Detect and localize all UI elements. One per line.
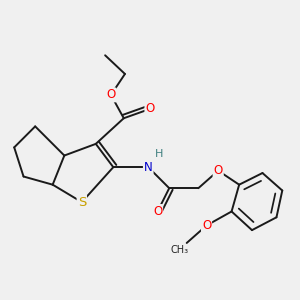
Text: O: O xyxy=(106,88,116,101)
Text: O: O xyxy=(214,164,223,177)
Text: CH₃: CH₃ xyxy=(171,245,189,255)
Text: S: S xyxy=(78,196,86,209)
Text: H: H xyxy=(154,149,163,159)
Text: O: O xyxy=(153,205,162,218)
Text: O: O xyxy=(202,219,211,232)
Text: O: O xyxy=(146,102,154,116)
Text: N: N xyxy=(144,161,153,174)
